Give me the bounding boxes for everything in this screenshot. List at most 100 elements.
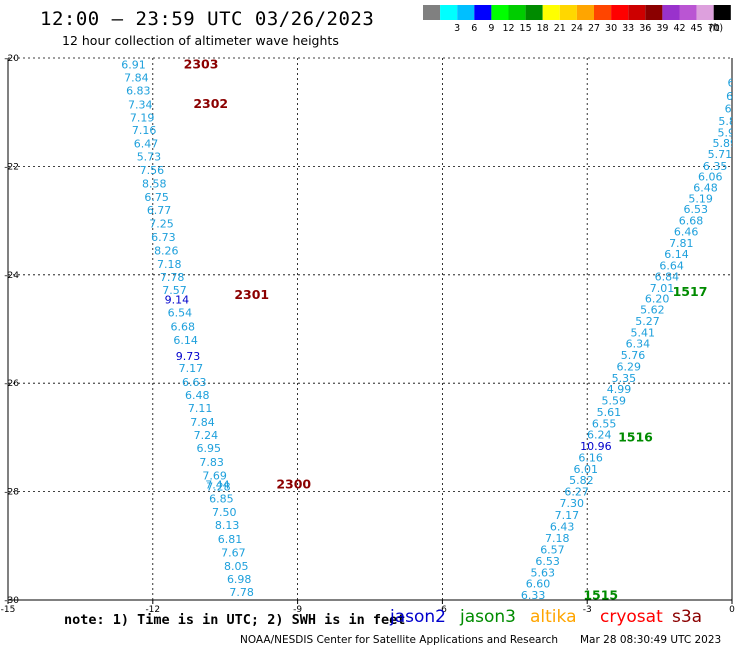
swh-value-label: 7.56 (140, 164, 165, 177)
swh-value-label: 6 (726, 90, 733, 103)
legend-tick-label: 12 (502, 23, 514, 34)
swh-value-label: 6.75 (144, 191, 169, 204)
satellite-jason2: jason2 (390, 607, 446, 627)
swh-value-label: 6.95 (197, 442, 222, 455)
swh-value-label: 6.14 (173, 334, 198, 347)
swh-value-label: 6.68 (679, 215, 704, 228)
legend-tick-label: 18 (537, 23, 549, 34)
legend-tick-label: 3 (454, 23, 460, 34)
swh-value-label: 4.99 (607, 383, 632, 396)
swh-value-label: 6.46 (674, 225, 699, 238)
swh-value-label: 5.19 (688, 192, 713, 205)
legend-swatch (508, 5, 526, 20)
swh-value-label: 6.27 (564, 486, 589, 499)
satellite-jason3: jason3 (460, 607, 516, 627)
y-tick-label: -20 (4, 54, 19, 64)
y-tick-label: -24 (4, 271, 19, 281)
y-tick-label: -30 (4, 596, 19, 606)
swh-value-label: 6.48 (693, 182, 718, 195)
legend-tick-label: 21 (554, 23, 566, 34)
swh-value-label: 5.35 (612, 372, 637, 385)
legend-tick-label: 42 (673, 23, 685, 34)
swh-value-label: 7.57 (162, 284, 187, 297)
legend-tick-label: 15 (520, 23, 532, 34)
x-tick-label: -3 (583, 605, 592, 615)
swh-value-label: 6.73 (151, 231, 176, 244)
swh-value-label: 7.83 (199, 456, 224, 469)
swh-value-label: 5.9 (717, 126, 735, 139)
swh-value-label: 6.64 (659, 260, 684, 273)
swh-value-label: 6.33 (521, 589, 546, 602)
swh-value-label: 7.84 (190, 416, 215, 429)
legend-tick-label: 36 (639, 23, 651, 34)
swh-value-label: 7.67 (221, 546, 246, 559)
pass-id-label: 1517 (673, 284, 708, 299)
swh-value-label: 6.20 (645, 293, 670, 306)
y-tick-label: -26 (4, 379, 19, 389)
legend-swatch (457, 5, 475, 20)
swh-value-label: 6 (725, 102, 732, 115)
swh-value-label: 7.01 (650, 282, 675, 295)
swh-value-label: 6.34 (626, 338, 651, 351)
satellite-cryosat: cryosat (600, 607, 663, 627)
swh-value-label: 7.17 (179, 362, 204, 375)
swh-value-label: 6.01 (574, 463, 599, 476)
swh-value-label: 6 (728, 76, 735, 89)
swh-value-label: 6.63 (182, 376, 207, 389)
swh-value-label: 5.61 (597, 406, 622, 419)
x-tick-label: -12 (145, 605, 160, 615)
color-legend: 3 6 9 12 15 18 21 24 27 30 33 36 39 42 45 70(ft) (423, 5, 731, 34)
swh-value-label: 5.27 (635, 315, 660, 328)
swh-value-label: 7.81 (669, 237, 694, 250)
legend-swatch (662, 5, 680, 20)
chart-subtitle: 12 hour collection of altimeter wave hei… (62, 33, 339, 48)
swh-value-label: 6.16 (578, 451, 603, 464)
legend-unit: (ft) (709, 23, 723, 34)
swh-value-label: 8.26 (154, 244, 179, 257)
swh-value-label: 6.98 (227, 573, 252, 586)
swh-value-label: 7.78 (160, 271, 185, 284)
swh-value-label: 5.59 (601, 395, 626, 408)
swh-value-label: 7.16 (132, 124, 157, 137)
swh-value-label: 6.43 (550, 520, 575, 533)
data-points: 6.917.846.837.347.197.166.475.737.568.58… (121, 59, 735, 612)
swh-value-label: 6.48 (185, 389, 210, 402)
swh-value-label: 7.78 (232, 599, 257, 612)
swh-value-label: 6.29 (616, 360, 641, 373)
legend-swatch (645, 5, 663, 20)
swh-value-label: 8.58 (142, 178, 167, 191)
swh-value-label: 6.47 (134, 138, 159, 151)
swh-value-label: 7.18 (545, 532, 570, 545)
swh-value-label: 7.17 (555, 509, 580, 522)
legend-tick-label: 33 (622, 23, 634, 34)
footer-note: note: 1) Time is in UTC; 2) SWH is in fe… (64, 612, 406, 628)
legend-tick-label: 9 (488, 23, 494, 34)
swh-value-label: 6.54 (168, 307, 193, 320)
legend-swatch (713, 5, 731, 20)
swh-value-label: 6.53 (684, 203, 709, 216)
legend-swatch (611, 5, 629, 20)
legend-swatch (559, 5, 577, 20)
legend-swatch (576, 5, 594, 20)
legend-swatch (440, 5, 458, 20)
swh-value-label: 7.19 (130, 112, 155, 125)
y-tick-label: -28 (4, 488, 19, 498)
swh-value-label: 6.55 (592, 417, 617, 430)
swh-value-label: 6.35 (703, 160, 728, 173)
swh-value-label: 6.91 (121, 59, 146, 72)
swh-value-label: 6.06 (698, 171, 723, 184)
swh-value-label: 9.73 (176, 350, 201, 363)
swh-value-label: 5.73 (137, 151, 162, 164)
swh-value-label: 7.84 (124, 72, 149, 85)
legend-tick-label: 24 (571, 23, 583, 34)
chart-title: 12:00 – 23:59 UTC 03/26/2023 (40, 8, 375, 30)
legend-swatch (679, 5, 697, 20)
legend-tick-label: 39 (656, 23, 668, 34)
swh-value-label: 6.77 (147, 204, 172, 217)
legend-swatch (491, 5, 509, 20)
swh-value-label: 6.57 (540, 544, 565, 557)
swh-value-label: 8.13 (215, 519, 240, 532)
legend-tick-label: 27 (588, 23, 600, 34)
swh-value-label: 6.14 (664, 248, 689, 261)
swh-value-label: 5.63 (531, 566, 556, 579)
